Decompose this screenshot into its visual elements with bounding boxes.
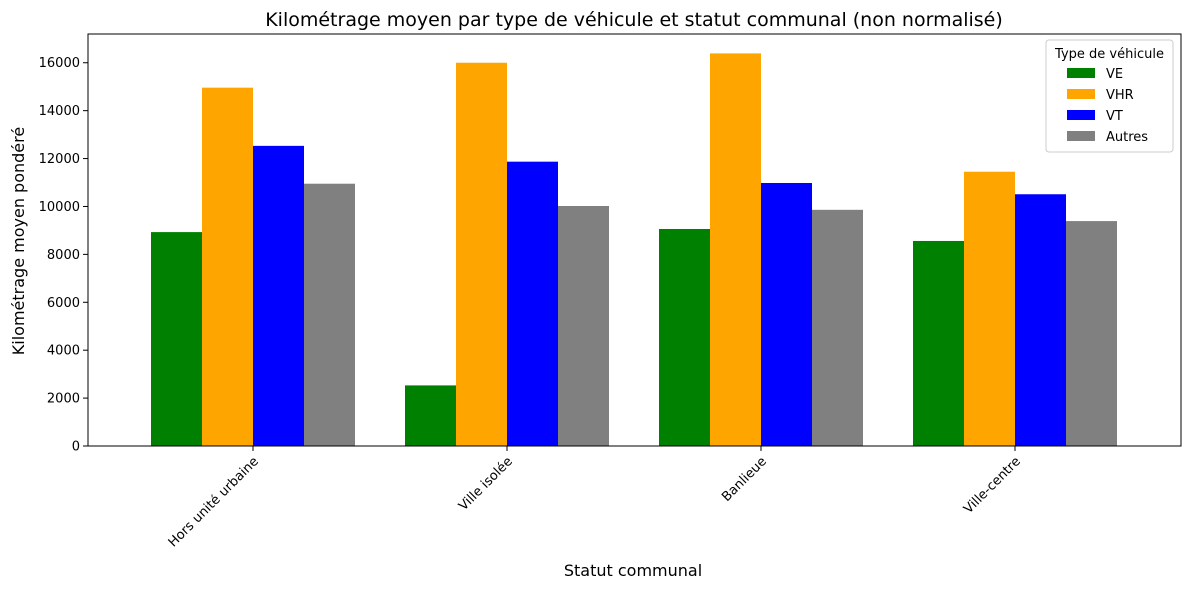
plot-frame bbox=[87, 33, 1182, 447]
bar-vt-4 bbox=[1015, 194, 1066, 446]
legend-swatch-autres bbox=[1067, 131, 1095, 141]
legend-swatch-ve bbox=[1067, 68, 1095, 78]
bar-vt-3 bbox=[761, 182, 812, 446]
x-tick-label: Ville isolée bbox=[456, 454, 516, 514]
y-tick-label: 4000 bbox=[47, 344, 80, 359]
y-tick-label: 2000 bbox=[47, 392, 80, 407]
y-tick-label: 10000 bbox=[39, 200, 80, 215]
x-tick-label: Banlieue bbox=[719, 454, 770, 505]
legend-title: Type de véhicule bbox=[1054, 47, 1164, 62]
legend-swatch-vhr bbox=[1067, 89, 1095, 99]
y-axis-label: Kilométrage moyen pondéré bbox=[9, 127, 28, 355]
x-tick-label: Hors unité urbaine bbox=[166, 454, 262, 550]
x-tick-label: Ville-centre bbox=[961, 454, 1024, 517]
legend-label-ve: VE bbox=[1106, 67, 1123, 82]
y-tick-label: 16000 bbox=[39, 56, 80, 71]
legend-label-vhr: VHR bbox=[1106, 88, 1134, 103]
bar-vhr-3 bbox=[710, 53, 761, 447]
bar-autres-4 bbox=[1066, 221, 1117, 446]
bars-layer bbox=[151, 53, 1117, 447]
y-tick-label: 12000 bbox=[39, 152, 80, 167]
bar-ve-4 bbox=[913, 240, 964, 446]
bar-vhr-2 bbox=[456, 62, 507, 446]
bar-ve-2 bbox=[405, 385, 456, 446]
chart-title: Kilométrage moyen par type de véhicule e… bbox=[265, 9, 1003, 31]
bar-autres-2 bbox=[558, 205, 609, 446]
bar-vhr-4 bbox=[964, 171, 1015, 447]
bar-vt-2 bbox=[507, 161, 558, 446]
legend-label-vt: VT bbox=[1106, 109, 1123, 124]
legend-label-autres: Autres bbox=[1106, 130, 1148, 145]
bar-autres-1 bbox=[304, 183, 355, 447]
bar-ve-1 bbox=[151, 232, 202, 446]
y-tick-label: 8000 bbox=[47, 248, 80, 263]
bar-vhr-1 bbox=[202, 87, 253, 446]
y-tick-label: 14000 bbox=[39, 104, 80, 119]
bar-autres-3 bbox=[812, 209, 863, 446]
bar-vt-1 bbox=[253, 145, 304, 446]
x-axis-label: Statut communal bbox=[564, 561, 702, 580]
bar-ve-3 bbox=[659, 228, 710, 446]
y-tick-label: 6000 bbox=[47, 296, 80, 311]
y-tick-label: 0 bbox=[72, 440, 80, 455]
legend: Type de véhicule VE VHR VT Autres bbox=[1045, 39, 1174, 153]
legend-swatch-vt bbox=[1067, 110, 1095, 120]
